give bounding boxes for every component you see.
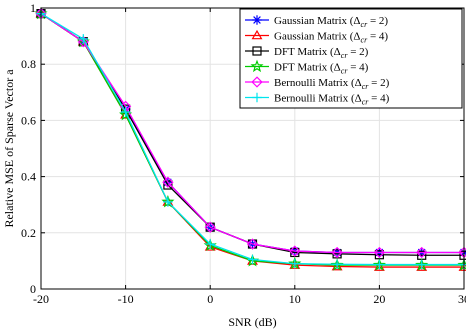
legend-entry: Bernoulli Matrix (Δcr = 2)	[245, 76, 390, 91]
axes-frame	[40, 7, 465, 290]
legend: Gaussian Matrix (Δcr = 2) Gaussian Matrix…	[239, 8, 463, 109]
legend-entry: Gaussian Matrix (Δcr = 4)	[245, 29, 388, 45]
data-point	[246, 238, 259, 250]
series-layer	[34, 6, 466, 271]
x-tick-label: -20	[33, 292, 49, 306]
legend-entry: Gaussian Matrix (Δcr = 2)	[245, 15, 388, 29]
legend-entry: Bernoulli Matrix (Δcr = 4)	[245, 93, 390, 107]
data-point	[252, 15, 262, 25]
data-point	[78, 34, 89, 44]
series-line	[40, 13, 464, 254]
legend-entry: DFT Matrix (Δcr = 2)	[245, 46, 369, 60]
y-tick-label: 0	[30, 282, 36, 296]
x-tick-label: 30	[458, 292, 466, 306]
x-tick-label: 20	[373, 292, 385, 306]
data-point	[250, 59, 264, 73]
legend-label: DFT Matrix (Δcr = 2)	[274, 46, 369, 60]
data-point	[332, 259, 342, 270]
data-point	[373, 246, 386, 259]
data-point	[77, 36, 89, 48]
data-point	[331, 246, 343, 259]
y-tick-label: 0.2	[21, 226, 36, 240]
data-point	[163, 197, 173, 207]
data-point	[416, 259, 427, 270]
data-point	[251, 76, 263, 88]
data-point	[247, 254, 258, 265]
series-5	[35, 7, 466, 259]
y-tick-label: 0.8	[21, 57, 36, 71]
legend-label: Gaussian Matrix (Δcr = 4)	[274, 31, 388, 45]
legend-label: DFT Matrix (Δcr = 4)	[274, 62, 369, 76]
x-tick-label: -10	[118, 292, 134, 306]
x-tick-label: 10	[289, 292, 301, 306]
legend-box	[239, 8, 463, 109]
y-tick-label: 1	[30, 1, 36, 15]
y-tick-label: 0.6	[21, 113, 36, 127]
y-axis-label: Relative MSE of Sparse Vector a	[2, 69, 16, 228]
data-point	[290, 258, 300, 269]
data-point	[252, 46, 262, 56]
data-point	[252, 92, 262, 103]
data-point	[204, 221, 216, 233]
legend-label: Bernoulli Matrix (Δcr = 2)	[274, 77, 390, 91]
data-point	[77, 36, 89, 46]
y-tick-label: 0.4	[21, 170, 36, 184]
data-point	[374, 259, 385, 270]
data-point	[289, 245, 301, 257]
x-tick-label: 0	[207, 292, 213, 306]
x-axis-label: SNR (dB)	[228, 315, 276, 329]
data-point	[205, 239, 215, 249]
data-point	[416, 246, 428, 259]
data-point	[162, 176, 174, 188]
legend-label: Gaussian Matrix (Δcr = 2)	[274, 15, 388, 29]
data-point	[251, 29, 263, 40]
legend-label: Bernoulli Matrix (Δcr = 4)	[274, 93, 390, 107]
ticks: -20 -10 0 10 20 30 0 0.2 0.4 0.6 0.8 1	[21, 1, 466, 306]
legend-entry: DFT Matrix (Δcr = 4)	[245, 59, 369, 76]
data-point	[120, 107, 131, 117]
